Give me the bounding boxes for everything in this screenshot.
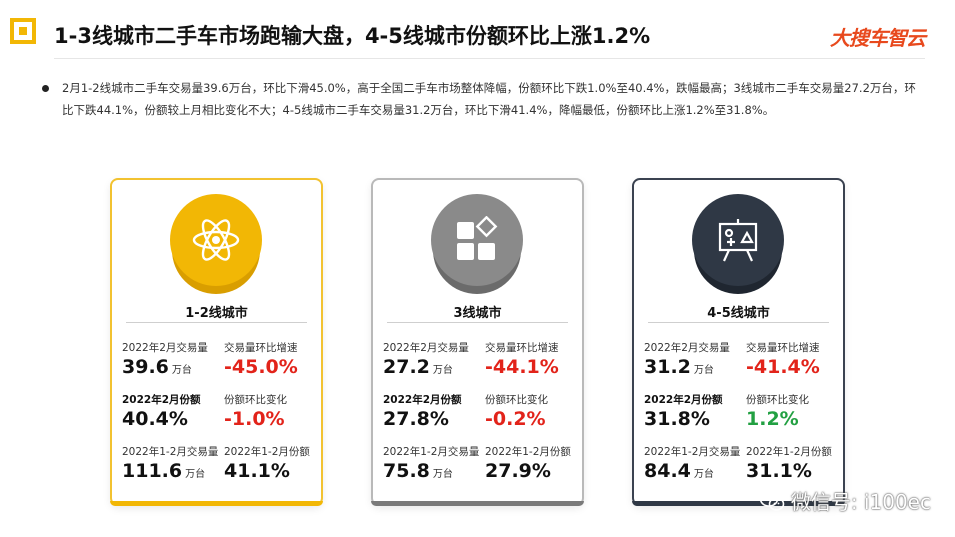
watermark-text: 微信号: i100ec <box>790 490 931 514</box>
monthly-volume: 2022年2月交易量 27.2 万台 <box>383 342 469 378</box>
ytd-share: 2022年1-2月份额 27.9% <box>485 446 571 482</box>
atom-icon <box>170 194 262 286</box>
ytd-volume: 2022年1-2月交易量 84.4 万台 <box>644 446 741 482</box>
tier-divider <box>387 322 568 323</box>
tier-card-4-5: 4-5线城市 2022年2月交易量 31.2 万台 交易量环比增速 -41.4% … <box>632 178 845 506</box>
brand-logo: 大搜车智云 <box>830 26 926 50</box>
ytd-volume: 2022年1-2月交易量 111.6 万台 <box>122 446 219 482</box>
page-title: 1-3线城市二手车市场跑输大盘，4-5线城市份额环比上涨1.2% <box>54 24 651 48</box>
ytd-share: 2022年1-2月份额 41.1% <box>224 446 310 482</box>
bullet-icon <box>42 85 49 92</box>
header-divider <box>54 58 925 59</box>
share-mom: 份额环比变化 1.2% <box>746 394 809 430</box>
monthly-share: 2022年2月份额 27.8% <box>383 394 462 430</box>
volume-mom: 交易量环比增速 -45.0% <box>224 342 298 378</box>
wechat-watermark: 微信号: i100ec <box>759 486 931 515</box>
monthly-volume: 2022年2月交易量 39.6 万台 <box>122 342 208 378</box>
tier-label: 4-5线城市 <box>707 306 770 321</box>
volume-mom: 交易量环比增速 -41.4% <box>746 342 820 378</box>
presentation-board-icon <box>692 194 784 286</box>
ytd-share: 2022年1-2月份额 31.1% <box>746 446 832 482</box>
tier-card-3: 3线城市 2022年2月交易量 27.2 万台 交易量环比增速 -44.1% 20… <box>371 178 584 506</box>
volume-mom: 交易量环比增速 -44.1% <box>485 342 559 378</box>
tier-divider <box>126 322 307 323</box>
share-mom: 份额环比变化 -0.2% <box>485 394 548 430</box>
tier-label: 1-2线城市 <box>185 306 248 321</box>
summary-text: 2月1-2线城市二手车交易量39.6万台，环比下滑45.0%，高于全国二手车市场… <box>62 81 916 117</box>
monthly-share: 2022年2月份额 40.4% <box>122 394 201 430</box>
wechat-icon <box>759 490 785 511</box>
title-logo-icon <box>10 18 36 44</box>
monthly-share: 2022年2月份额 31.8% <box>644 394 723 430</box>
tier-divider <box>648 322 829 323</box>
monthly-volume: 2022年2月交易量 31.2 万台 <box>644 342 730 378</box>
share-mom: 份额环比变化 -1.0% <box>224 394 287 430</box>
tier-card-1-2: 1-2线城市 2022年2月交易量 39.6 万台 交易量环比增速 -45.0% … <box>110 178 323 506</box>
ytd-volume: 2022年1-2月交易量 75.8 万台 <box>383 446 480 482</box>
blocks-icon <box>431 194 523 286</box>
tier-label: 3线城市 <box>453 306 502 321</box>
